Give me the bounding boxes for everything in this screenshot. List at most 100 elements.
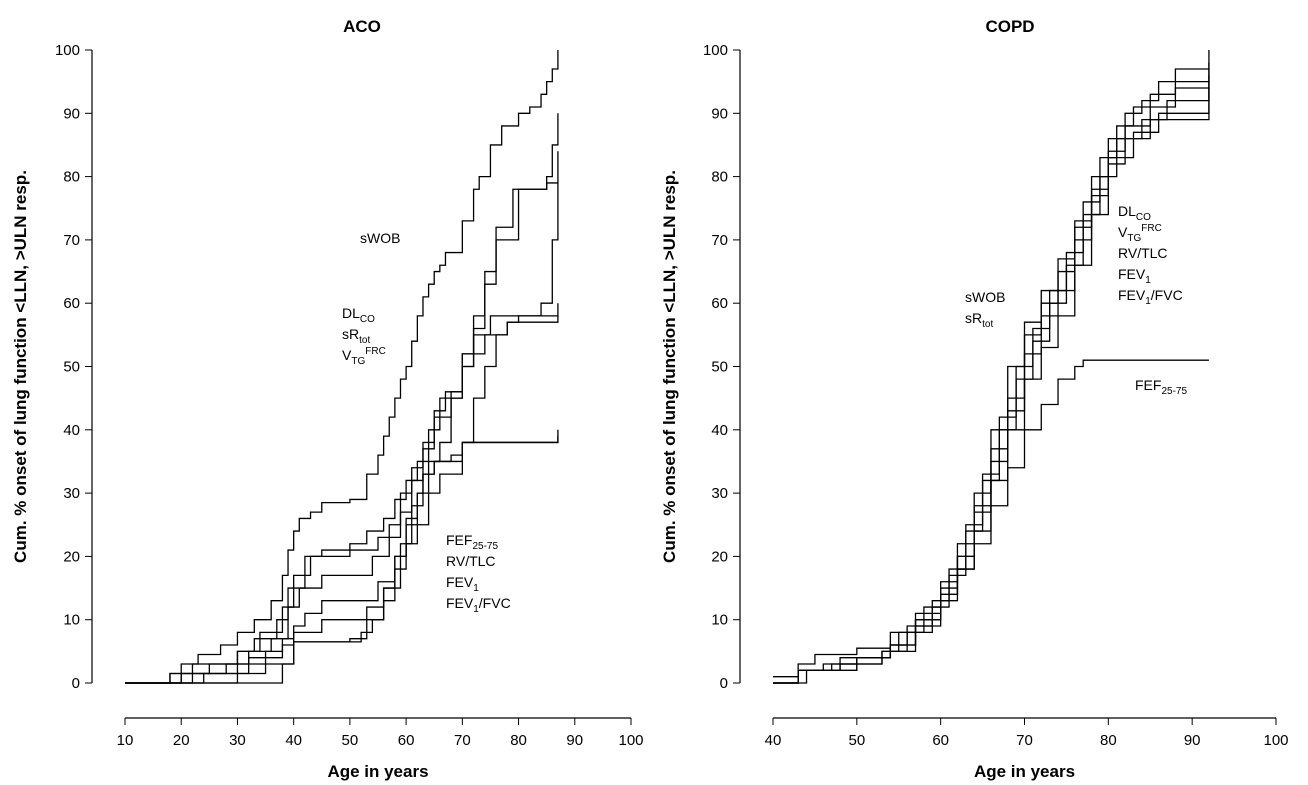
x-tick-label: 90 — [1184, 732, 1201, 749]
annotation-sup: FRC — [1141, 223, 1162, 234]
annotation-sub: 1 — [1145, 275, 1151, 286]
annotation-sub: 1 — [1145, 296, 1151, 307]
annotation-base: DL — [1118, 203, 1136, 219]
annotation-base: V — [1118, 224, 1128, 240]
annotation-sub: tot — [982, 319, 993, 330]
y-tick-label: 100 — [55, 42, 80, 59]
annotation-sub: CO — [360, 314, 375, 325]
y-tick-label: 90 — [63, 105, 80, 122]
annotation-sub: 25-75 — [1161, 386, 1187, 397]
y-tick-label: 60 — [711, 295, 728, 312]
annotation-base: sR — [965, 310, 982, 326]
y-axis-label: Cum. % onset of lung function <LLN, >ULN… — [11, 170, 30, 563]
annotation-base: sR — [342, 326, 359, 342]
annotation-sup: FRC — [365, 346, 386, 357]
y-tick-label: 10 — [711, 612, 728, 629]
x-tick-label: 40 — [765, 732, 782, 749]
y-tick-label: 0 — [72, 675, 80, 692]
chart-title: ACO — [343, 17, 381, 36]
step-line — [773, 62, 1210, 684]
step-line — [125, 315, 559, 684]
annotation-tail: /FVC — [479, 595, 511, 611]
step-line — [773, 68, 1210, 684]
annotation: FEV1/FVC — [446, 595, 511, 615]
x-tick-label: 70 — [1016, 732, 1033, 749]
y-tick-label: 10 — [63, 612, 80, 629]
annotation-base: FEV — [446, 574, 474, 590]
x-tick-label: 30 — [229, 732, 246, 749]
annotation: sWOB — [965, 289, 1005, 305]
annotation-base: FEV — [1118, 266, 1146, 282]
x-tick-label: 60 — [932, 732, 949, 749]
annotation-base: V — [342, 347, 352, 363]
x-tick-label: 90 — [566, 732, 583, 749]
annotation-sub: CO — [1136, 212, 1151, 223]
y-axis-label: Cum. % onset of lung function <LLN, >ULN… — [660, 170, 679, 563]
x-tick-label: 100 — [618, 732, 643, 749]
y-tick-label: 80 — [63, 169, 80, 186]
y-tick-label: 70 — [63, 232, 80, 249]
annotation: DLCO — [342, 305, 375, 325]
annotation: sWOB — [360, 230, 400, 246]
step-line — [773, 50, 1210, 678]
annotation: FEV1 — [1118, 266, 1151, 286]
annotation-base: FEV — [446, 595, 474, 611]
x-tick-label: 60 — [398, 732, 415, 749]
step-line — [125, 182, 559, 684]
y-tick-label: 100 — [703, 42, 728, 59]
y-tick-label: 40 — [711, 422, 728, 439]
annotation-sub: TG — [1127, 233, 1141, 244]
x-tick-label: 70 — [454, 732, 471, 749]
y-tick-label: 0 — [720, 675, 728, 692]
x-tick-label: 10 — [117, 732, 134, 749]
step-line — [125, 50, 559, 684]
annotation-base: FEF — [1135, 377, 1161, 393]
annotation: sRtot — [965, 310, 993, 330]
y-tick-label: 60 — [63, 295, 80, 312]
annotation-base: DL — [342, 305, 360, 321]
step-line — [125, 429, 559, 684]
annotation: sRtot — [342, 326, 370, 346]
annotation: RV/TLC — [446, 553, 496, 569]
annotation-sub: TG — [351, 356, 365, 367]
x-axis-label: Age in years — [974, 762, 1075, 781]
y-tick-label: 20 — [63, 548, 80, 565]
x-tick-label: 50 — [342, 732, 359, 749]
x-tick-label: 50 — [848, 732, 865, 749]
y-tick-label: 70 — [711, 232, 728, 249]
x-tick-label: 100 — [1263, 732, 1288, 749]
y-tick-label: 90 — [711, 105, 728, 122]
annotation: FEV1/FVC — [1118, 287, 1183, 307]
y-tick-label: 50 — [63, 359, 80, 376]
annotation: FEF25-75 — [446, 532, 498, 552]
annotation-sub: 25-75 — [472, 541, 498, 552]
x-tick-label: 40 — [285, 732, 302, 749]
step-line — [125, 151, 559, 684]
annotation: FEV1 — [446, 574, 479, 594]
annotation-sub: 1 — [473, 604, 479, 615]
chart-title: COPD — [985, 17, 1034, 36]
y-tick-label: 20 — [711, 548, 728, 565]
x-axis-label: Age in years — [327, 762, 428, 781]
y-tick-label: 30 — [63, 485, 80, 502]
annotation: DLCO — [1118, 203, 1151, 223]
y-tick-label: 50 — [711, 359, 728, 376]
annotation-tail: /FVC — [1151, 287, 1183, 303]
y-tick-label: 40 — [63, 422, 80, 439]
annotation-sub: tot — [359, 335, 370, 346]
x-tick-label: 80 — [510, 732, 527, 749]
annotation-base: FEF — [446, 532, 472, 548]
annotation: FEF25-75 — [1135, 377, 1187, 397]
annotation: VTGFRC — [1118, 223, 1162, 244]
annotation: RV/TLC — [1118, 245, 1168, 261]
x-tick-label: 80 — [1100, 732, 1117, 749]
y-tick-label: 80 — [711, 169, 728, 186]
annotation: VTGFRC — [342, 346, 386, 367]
x-tick-label: 20 — [173, 732, 190, 749]
step-line — [125, 436, 559, 684]
annotation-sub: 1 — [473, 583, 479, 594]
y-tick-label: 30 — [711, 485, 728, 502]
annotation-base: FEV — [1118, 287, 1146, 303]
